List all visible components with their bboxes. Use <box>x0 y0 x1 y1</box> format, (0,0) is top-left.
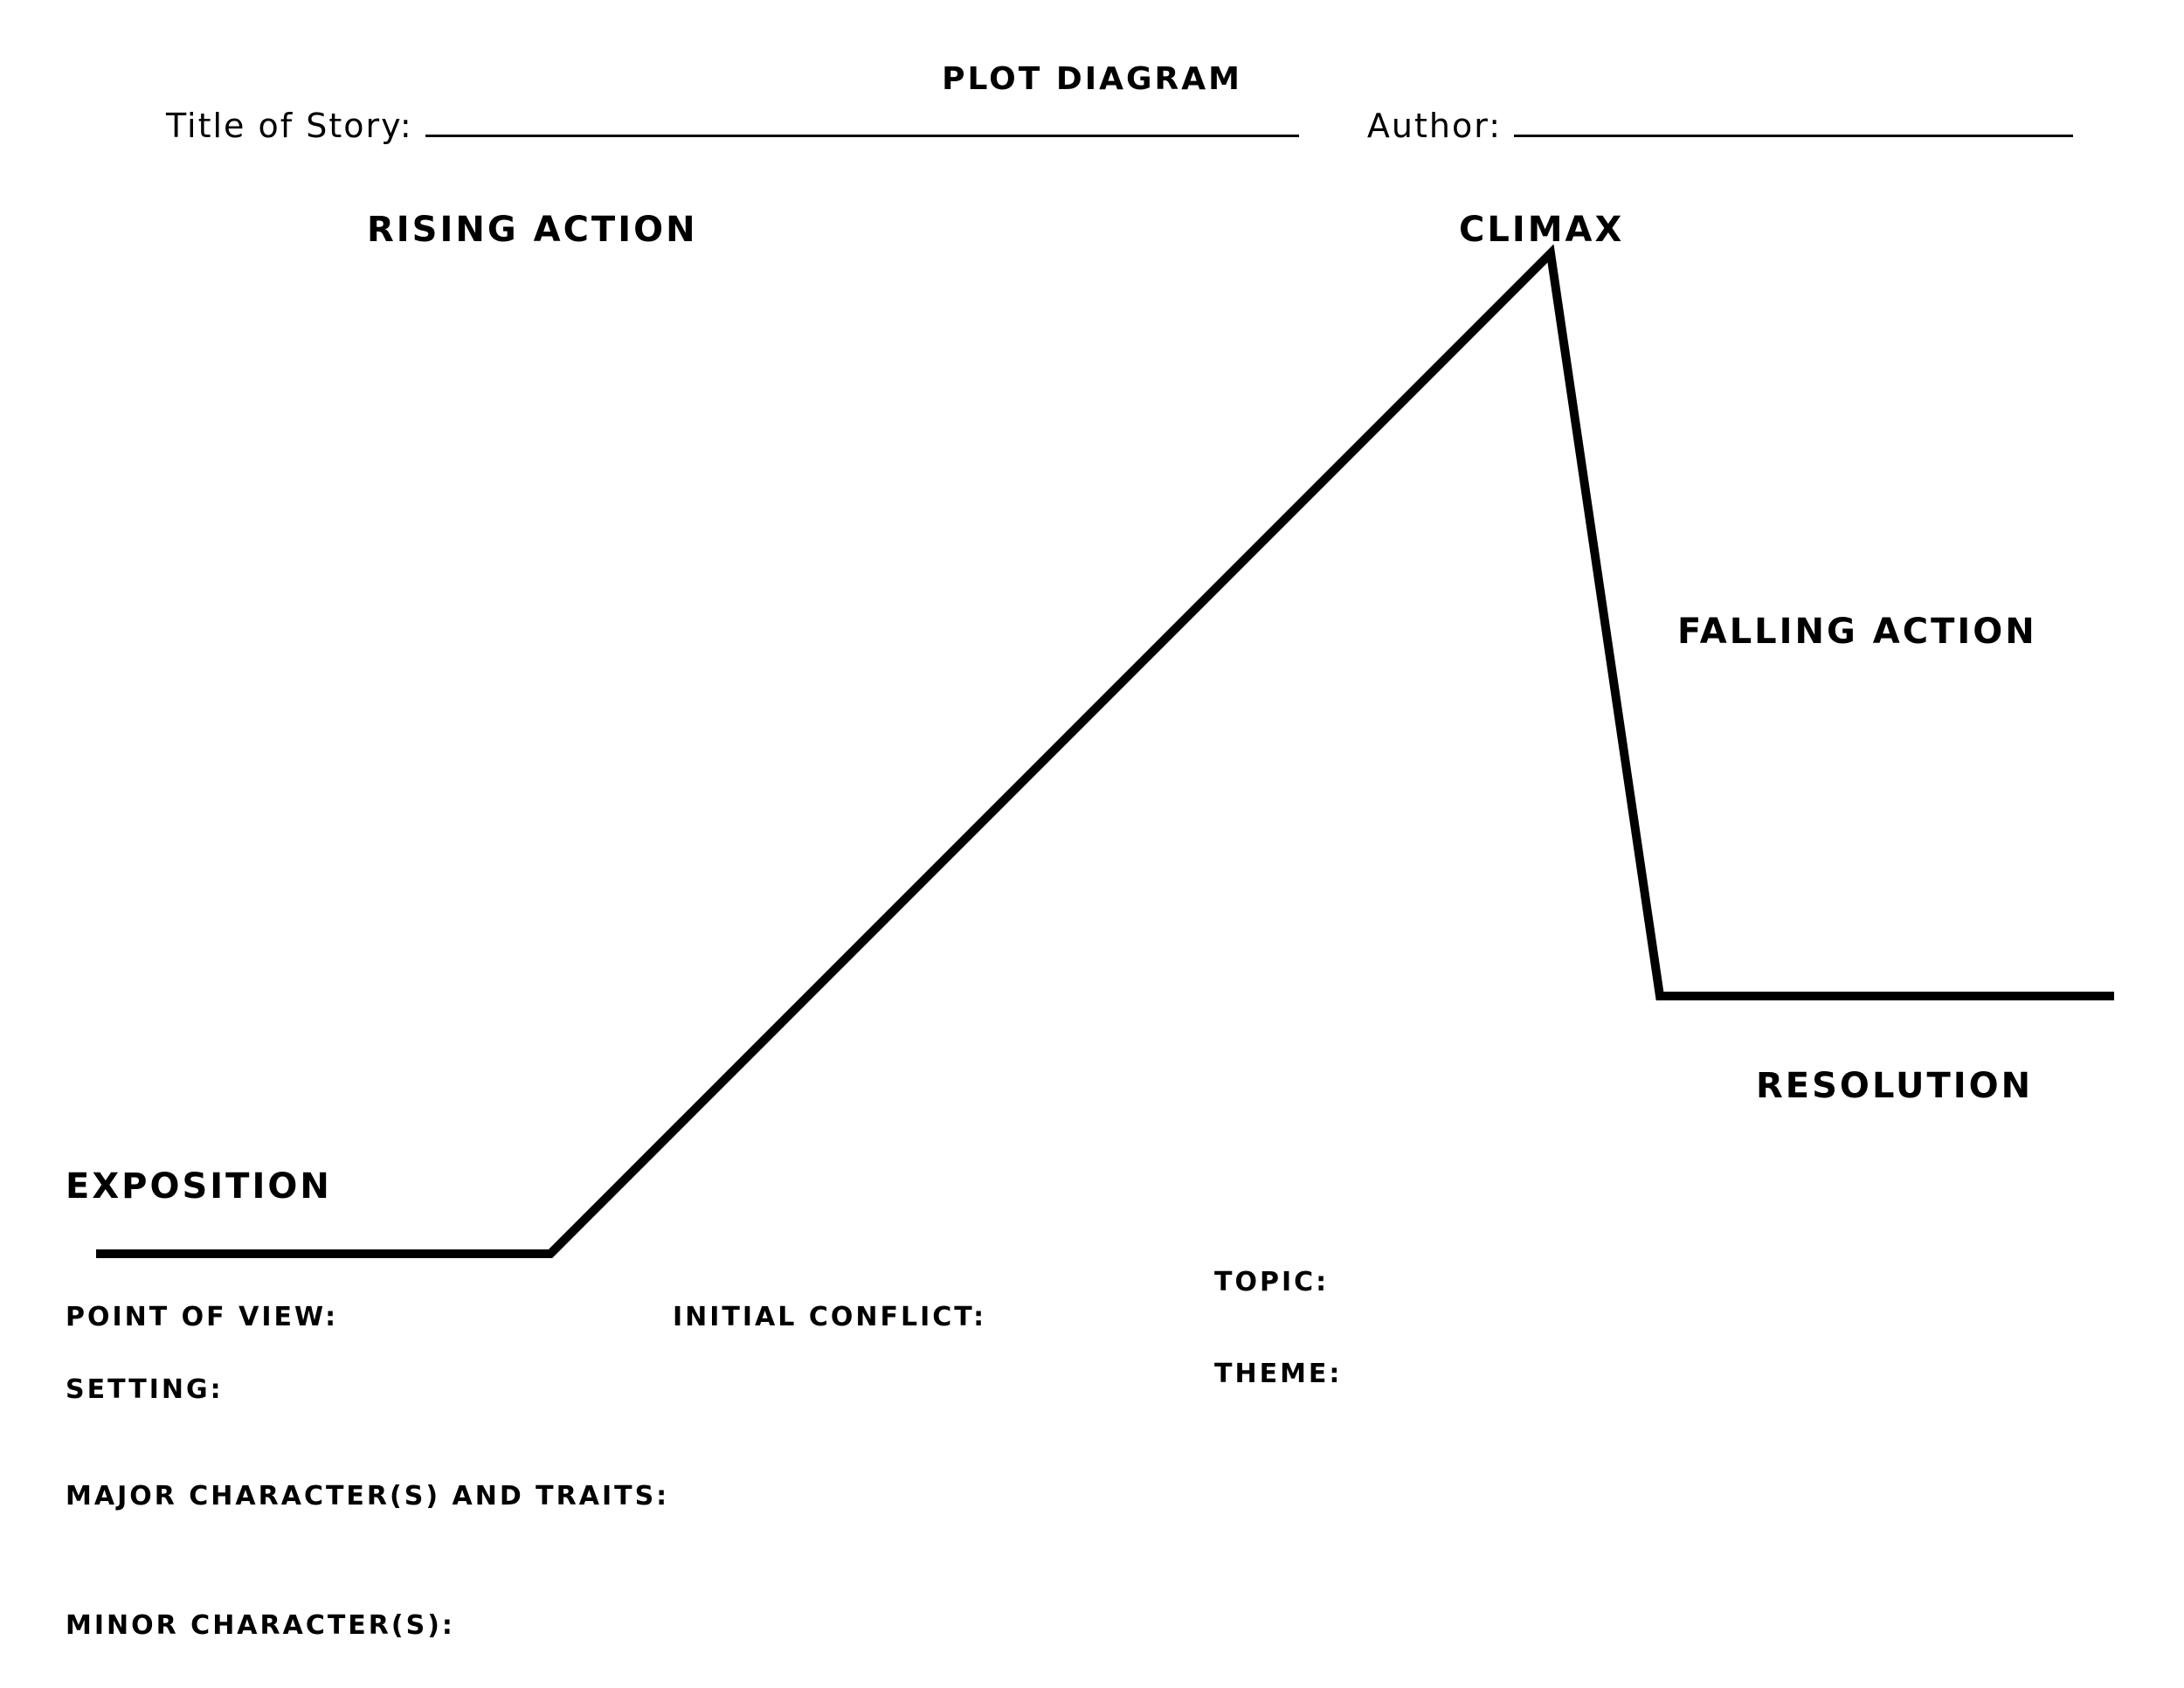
exposition-label: EXPOSITION <box>66 1166 332 1207</box>
climax-label: CLIMAX <box>1459 210 1624 250</box>
theme-label: THEME: <box>1214 1359 1342 1389</box>
initial-conflict-label: INITIAL CONFLICT: <box>673 1302 986 1332</box>
setting-label: SETTING: <box>66 1374 224 1405</box>
rising-action-label: RISING ACTION <box>367 210 698 250</box>
plot-diagram-worksheet: PLOT DIAGRAM Title of Story: Author: RIS… <box>0 0 2184 1688</box>
diagram-title: PLOT DIAGRAM <box>0 61 2184 97</box>
title-blank-line[interactable] <box>425 105 1299 137</box>
point-of-view-label: POINT OF VIEW: <box>66 1302 338 1332</box>
minor-characters-label: MINOR CHARACTER(S): <box>66 1610 455 1641</box>
title-of-story-label: Title of Story: <box>166 107 413 145</box>
author-label: Author: <box>1367 107 1502 145</box>
falling-action-label: FALLING ACTION <box>1677 612 2037 652</box>
resolution-label: RESOLUTION <box>1756 1066 2033 1106</box>
author-blank-line[interactable] <box>1514 105 2073 137</box>
topic-label: TOPIC: <box>1214 1267 1329 1297</box>
header-row: Title of Story: Author: <box>166 105 2073 145</box>
major-characters-label: MAJOR CHARACTER(S) AND TRAITS: <box>66 1481 669 1512</box>
plot-line <box>0 0 2184 1688</box>
